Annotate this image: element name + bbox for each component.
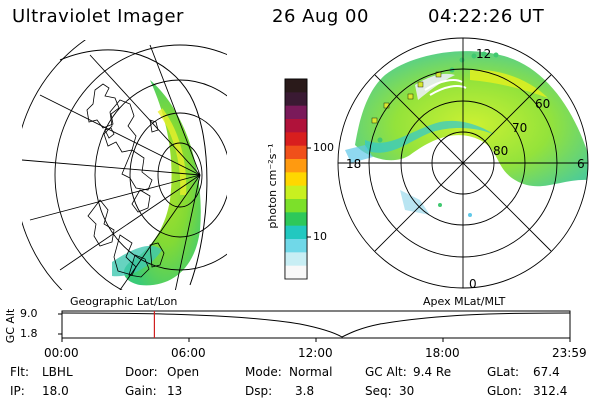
status-gc-alt-value: 9.4 Re <box>413 365 452 379</box>
colorbar-unit-label: photon cm⁻²s⁻¹ <box>266 143 279 228</box>
status-gc-alt: GC Alt: 9.4 Re <box>365 365 452 379</box>
altitude-curve <box>61 312 571 338</box>
status-glat-value: 67.4 <box>533 365 560 379</box>
colorbar-tick-100: 100 <box>313 141 334 154</box>
aurora-oval-emission <box>355 51 588 187</box>
polar-lat-70: 70 <box>512 121 527 135</box>
colorbar-band <box>285 185 307 200</box>
colorbar-band <box>285 225 307 240</box>
aurora-fringe-left <box>112 245 162 277</box>
timeline-x-tick-1: 06:00 <box>171 346 206 360</box>
polar-mlt-12: 12 <box>476 47 491 61</box>
timeline-x-tick-2: 12:00 <box>298 346 333 360</box>
status-dsp-value: 3.8 <box>295 384 315 398</box>
altitude-timeline: GC Alt <box>4 308 571 343</box>
polar-mlt-18: 18 <box>346 157 361 171</box>
status-mode: Mode: Normal <box>245 365 333 379</box>
polar-mlt-0: 0 <box>469 277 477 291</box>
aurora-emission-left <box>123 80 201 286</box>
observation-time: 04:22:26 UT <box>428 6 545 27</box>
status-dsp: Dsp: 3.8 <box>245 384 315 398</box>
status-glon: GLon: 312.4 <box>487 384 568 398</box>
timeline-y-tick-low: 1.8 <box>20 327 38 340</box>
observation-date: 26 Aug 00 <box>272 6 369 27</box>
right-map-label: Apex MLat/MLT <box>423 295 506 308</box>
status-seq-value: 30 <box>399 384 415 398</box>
polar-mlt-6: 6 <box>577 157 585 171</box>
colorbar-band <box>285 145 307 160</box>
polar-lat-60: 60 <box>535 97 550 111</box>
status-door-value: Open <box>167 365 200 379</box>
colorbar-tick-10: 10 <box>313 230 327 243</box>
colorbar: photon cm⁻²s⁻¹ <box>266 78 311 280</box>
colorbar-band <box>285 132 307 147</box>
left-map-label: Geographic Lat/Lon <box>70 295 178 308</box>
status-filter-value: LBHL <box>42 365 73 379</box>
colorbar-band <box>285 212 307 227</box>
colorbar-band <box>285 105 307 120</box>
status-filter: Flt: LBHL <box>10 365 73 379</box>
status-mode-value: Normal <box>289 365 333 379</box>
polar-lat-80: 80 <box>493 144 508 158</box>
status-gain-value: 13 <box>167 384 183 398</box>
status-ip: IP: 18.0 <box>10 384 69 398</box>
timeline-x-tick-4: 23:59 <box>552 346 587 360</box>
timeline-x-tick-0: 00:00 <box>44 346 79 360</box>
status-ip-value: 18.0 <box>42 384 69 398</box>
colorbar-band <box>285 199 307 213</box>
colorbar-band <box>285 159 307 173</box>
colorbar-band <box>285 119 307 133</box>
colorbar-band <box>285 79 307 93</box>
status-glat: GLat: 67.4 <box>487 365 560 379</box>
status-glon-value: 312.4 <box>533 384 568 398</box>
colorbar-band <box>285 252 307 267</box>
instrument-title: Ultraviolet Imager <box>12 6 184 27</box>
timeline-y-axis-label: GC Alt <box>4 308 17 343</box>
geographic-map <box>22 40 227 290</box>
timeline-y-tick-high: 9.0 <box>20 307 38 320</box>
status-door: Door: Open <box>125 365 200 379</box>
colorbar-band <box>285 265 307 280</box>
polar-map: 60 70 80 12 18 6 0 <box>337 37 589 291</box>
colorbar-band <box>285 239 307 253</box>
colorbar-band <box>285 172 307 187</box>
colorbar-band <box>285 92 307 107</box>
timeline-x-tick-3: 18:00 <box>425 346 460 360</box>
status-seq: Seq: 30 <box>365 384 415 398</box>
status-gain: Gain: 13 <box>125 384 183 398</box>
